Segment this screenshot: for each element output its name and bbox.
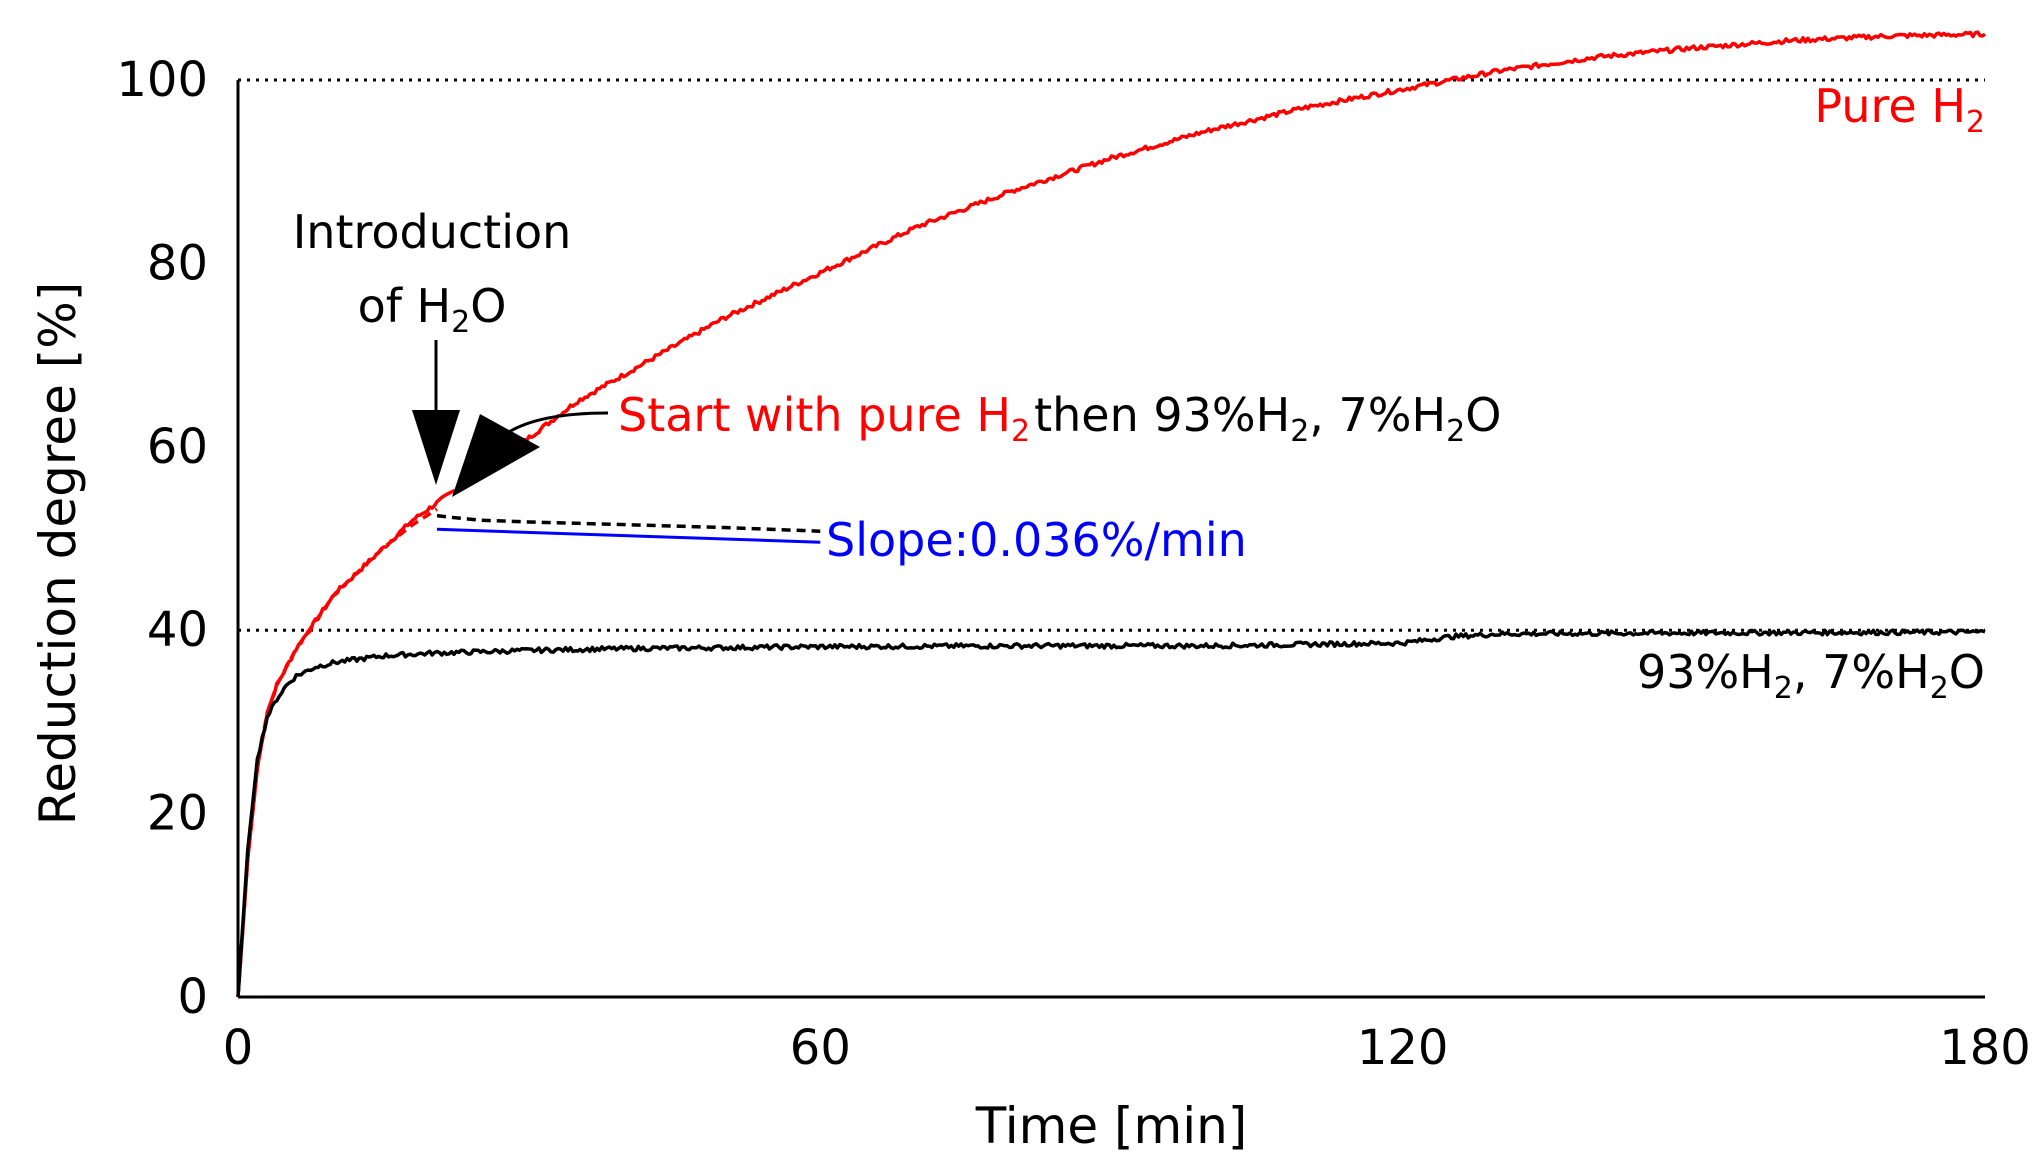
series-line-2 (436, 513, 821, 533)
series-line-3 (236, 628, 1986, 998)
series-line-1 (236, 507, 438, 998)
then-93-7-label: then 93%H2, 7%H2O (1034, 388, 1501, 449)
annotations (412, 340, 609, 497)
pure-h2-label: Pure H2 (1814, 79, 1985, 140)
y-tick-label: 80 (147, 235, 208, 291)
reference-lines (238, 78, 1985, 632)
x-tick-label: 120 (1357, 1020, 1449, 1076)
slope-label: Slope:0.036%/min (826, 513, 1247, 567)
start-with-pure-h2-label: Start with pure H2 (618, 388, 1030, 449)
labels: Pure H2 93%H2, 7%H2O Start with pure H2 th… (293, 79, 1985, 706)
y-tick-label: 0 (177, 969, 208, 1025)
x-tick-label: 180 (1939, 1020, 2031, 1076)
introduction-arrowhead (412, 410, 460, 485)
y-tick-label: 60 (147, 419, 208, 475)
y-axis-title: Reduction degree [%] (29, 282, 87, 825)
series-line-4 (436, 527, 821, 544)
axes (236, 80, 1985, 999)
series-line-0 (236, 30, 1987, 998)
introduction-label: Introduction (293, 205, 572, 259)
mix-93-7-label: 93%H2, 7%H2O (1637, 645, 1985, 706)
y-tick-label: 20 (147, 786, 208, 842)
callout-arrowhead (452, 414, 540, 497)
of-h2o-label: of H2O (358, 279, 507, 340)
x-tick-label: 60 (790, 1020, 851, 1076)
x-tick-label: 0 (223, 1020, 254, 1076)
series-layer (236, 30, 1987, 998)
y-tick-label: 100 (116, 52, 208, 108)
x-axis-title: Time [min] (975, 1097, 1248, 1155)
tick-labels: 0 20 40 60 80 100 0 60 120 180 (116, 52, 2030, 1076)
y-tick-label: 40 (147, 602, 208, 658)
